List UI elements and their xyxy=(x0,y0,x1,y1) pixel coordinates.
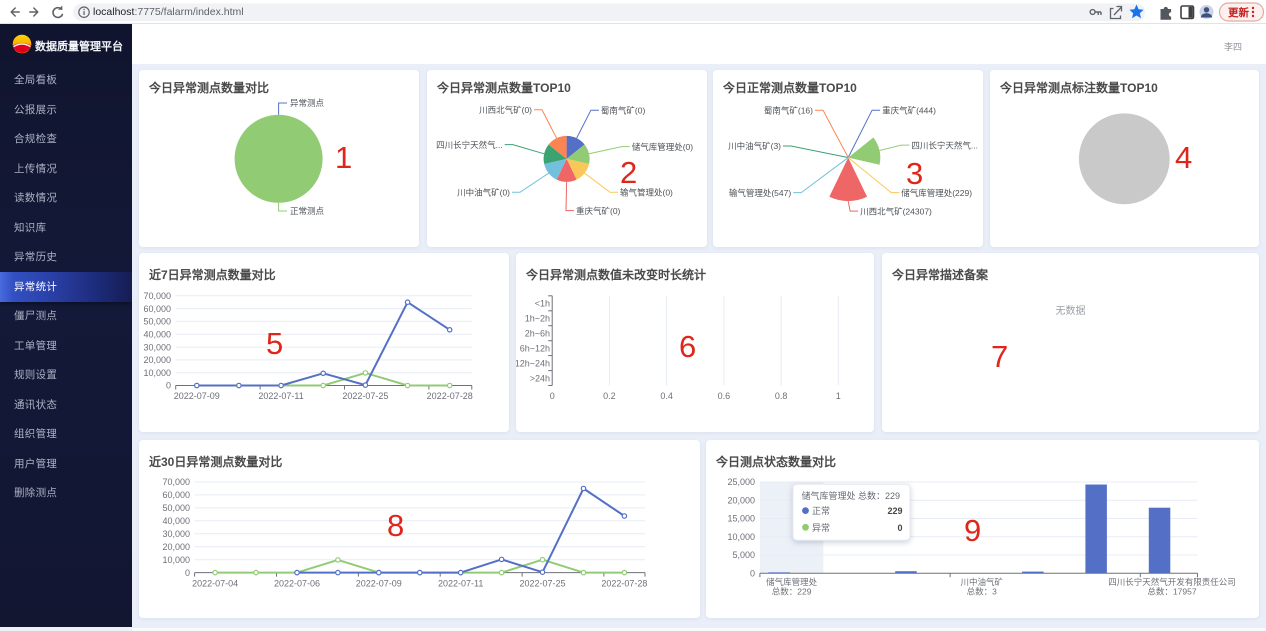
svg-text:川西北气矿(24307): 川西北气矿(24307) xyxy=(860,206,932,216)
svg-text:50,000: 50,000 xyxy=(143,317,171,327)
svg-text:2022-07-09: 2022-07-09 xyxy=(356,579,402,589)
svg-text:重庆气矿(444): 重庆气矿(444) xyxy=(882,105,936,115)
svg-text:60,000: 60,000 xyxy=(162,490,190,500)
svg-text:20,000: 20,000 xyxy=(162,542,190,552)
svg-text:20,000: 20,000 xyxy=(143,355,171,365)
svg-text:重庆气矿(0): 重庆气矿(0) xyxy=(576,206,621,216)
svg-text:1: 1 xyxy=(836,391,841,401)
svg-text:2022-07-04: 2022-07-04 xyxy=(192,579,238,589)
svg-text:蜀南气矿(16): 蜀南气矿(16) xyxy=(764,105,813,115)
svg-text:输气管理处(0): 输气管理处(0) xyxy=(620,188,673,198)
svg-text:储气库管理处: 储气库管理处 xyxy=(766,577,818,587)
svg-text:异常测点: 异常测点 xyxy=(290,98,325,108)
svg-text:正常测点: 正常测点 xyxy=(290,206,325,216)
svg-text:2h~6h: 2h~6h xyxy=(525,329,550,339)
svg-text:四川长宁天然气...: 四川长宁天然气... xyxy=(911,140,978,150)
svg-text:2022-07-09: 2022-07-09 xyxy=(174,391,220,401)
svg-text:60,000: 60,000 xyxy=(143,304,171,314)
svg-text:2022-07-28: 2022-07-28 xyxy=(601,579,647,589)
svg-text:70,000: 70,000 xyxy=(162,477,190,487)
svg-text:0: 0 xyxy=(750,568,755,578)
svg-text:2022-07-25: 2022-07-25 xyxy=(519,579,565,589)
svg-text:总数：3: 总数：3 xyxy=(967,587,998,597)
svg-text:2022-07-06: 2022-07-06 xyxy=(274,579,320,589)
svg-text:储气库管理处(0): 储气库管理处(0) xyxy=(632,142,694,152)
svg-text:1h~2h: 1h~2h xyxy=(525,314,550,324)
svg-text:>24h: >24h xyxy=(530,373,550,383)
svg-text:0.8: 0.8 xyxy=(775,391,788,401)
svg-text:0.4: 0.4 xyxy=(660,391,673,401)
svg-text:输气管理处(547): 输气管理处(547) xyxy=(729,188,792,198)
svg-text:川中油气矿(3): 川中油气矿(3) xyxy=(728,141,781,151)
svg-text:12h~24h: 12h~24h xyxy=(516,358,550,368)
svg-text:30,000: 30,000 xyxy=(162,529,190,539)
svg-text:40,000: 40,000 xyxy=(162,516,190,526)
svg-text:四川长宁天然气开发有限责任公司: 四川长宁天然气开发有限责任公司 xyxy=(1108,577,1236,587)
svg-text:2022-07-11: 2022-07-11 xyxy=(258,391,303,401)
svg-text:0: 0 xyxy=(550,391,555,401)
svg-text:蜀南气矿(0): 蜀南气矿(0) xyxy=(601,105,646,115)
svg-text:<1h: <1h xyxy=(535,299,550,309)
svg-text:15,000: 15,000 xyxy=(727,514,755,524)
svg-text:0: 0 xyxy=(185,568,190,578)
svg-text:正常: 正常 xyxy=(812,505,830,516)
svg-text:储气库管理处(229): 储气库管理处(229) xyxy=(901,188,972,198)
svg-text:储气库管理处 总数：229: 储气库管理处 总数：229 xyxy=(802,490,901,501)
svg-text:川西北气矿(0): 川西北气矿(0) xyxy=(479,105,532,115)
svg-text:川中油气矿(0): 川中油气矿(0) xyxy=(457,188,510,198)
svg-text:总数：17957: 总数：17957 xyxy=(1147,587,1196,597)
svg-text:229: 229 xyxy=(887,506,902,516)
svg-text:异常: 异常 xyxy=(812,522,830,533)
svg-text:10,000: 10,000 xyxy=(143,368,171,378)
svg-text:30,000: 30,000 xyxy=(143,342,171,352)
svg-text:总数：229: 总数：229 xyxy=(772,587,812,597)
svg-text:70,000: 70,000 xyxy=(143,291,171,301)
svg-text:0.2: 0.2 xyxy=(603,391,616,401)
svg-text:5,000: 5,000 xyxy=(732,550,755,560)
svg-text:更新: 更新 xyxy=(1228,6,1250,19)
svg-text:25,000: 25,000 xyxy=(727,477,755,487)
svg-text:10,000: 10,000 xyxy=(727,532,755,542)
svg-text:40,000: 40,000 xyxy=(143,329,171,339)
svg-text:川中油气矿: 川中油气矿 xyxy=(961,577,1004,587)
svg-text:6h~12h: 6h~12h xyxy=(520,344,550,354)
svg-text:0: 0 xyxy=(166,381,171,391)
svg-text:10,000: 10,000 xyxy=(162,555,190,565)
svg-text:2022-07-25: 2022-07-25 xyxy=(342,391,388,401)
svg-text:0.6: 0.6 xyxy=(718,391,731,401)
svg-text:2022-07-11: 2022-07-11 xyxy=(438,579,483,589)
svg-text:四川长宁天然气...: 四川长宁天然气... xyxy=(436,140,503,150)
svg-text:20,000: 20,000 xyxy=(727,495,755,505)
svg-text:50,000: 50,000 xyxy=(162,503,190,513)
svg-text:0: 0 xyxy=(897,523,902,533)
svg-text:2022-07-28: 2022-07-28 xyxy=(427,391,473,401)
